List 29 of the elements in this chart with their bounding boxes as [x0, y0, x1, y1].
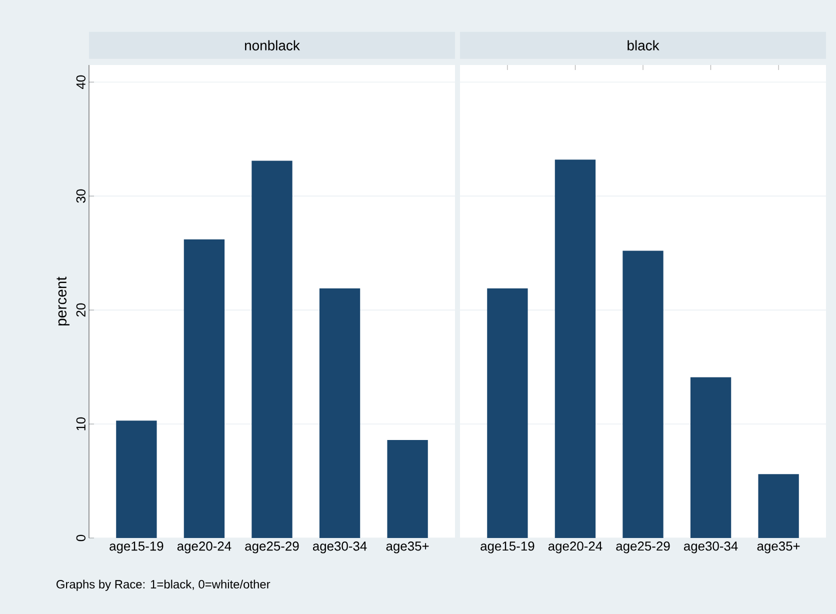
x-tick-label: age15-19 [480, 542, 534, 554]
bar [758, 474, 799, 538]
y-tick-label: 10 [76, 417, 86, 430]
y-tick-label: 30 [76, 189, 86, 203]
bar [690, 377, 732, 538]
x-tick-label: age25-29 [616, 542, 670, 554]
x-tick-label: age35+ [386, 542, 429, 554]
x-tick-label: age20-24 [177, 542, 232, 554]
y-tick-label: 40 [76, 75, 86, 89]
bar [319, 288, 360, 538]
bar [252, 160, 292, 538]
y-tick-label: 0 [76, 534, 86, 542]
bar [622, 250, 664, 538]
bar [487, 288, 528, 538]
bar [184, 239, 225, 538]
x-tick-label: age35+ [757, 542, 800, 554]
x-tick-label: age30-34 [684, 542, 738, 554]
x-tick-label: age15-19 [110, 542, 164, 554]
y-axis-title: percent [56, 276, 70, 326]
bar [554, 160, 596, 538]
text: Graphs by Race: 1=black, 0=white/other [56, 580, 270, 591]
y-tick-label: 20 [76, 303, 86, 317]
x-tick-label: age25-29 [245, 542, 299, 554]
x-tick-label: age20-24 [548, 542, 602, 554]
bar [116, 420, 157, 538]
chart-title: black [628, 40, 660, 50]
x-tick-label: age30-34 [312, 542, 367, 554]
chart-title: nonblack [245, 40, 300, 50]
bar [387, 440, 428, 538]
